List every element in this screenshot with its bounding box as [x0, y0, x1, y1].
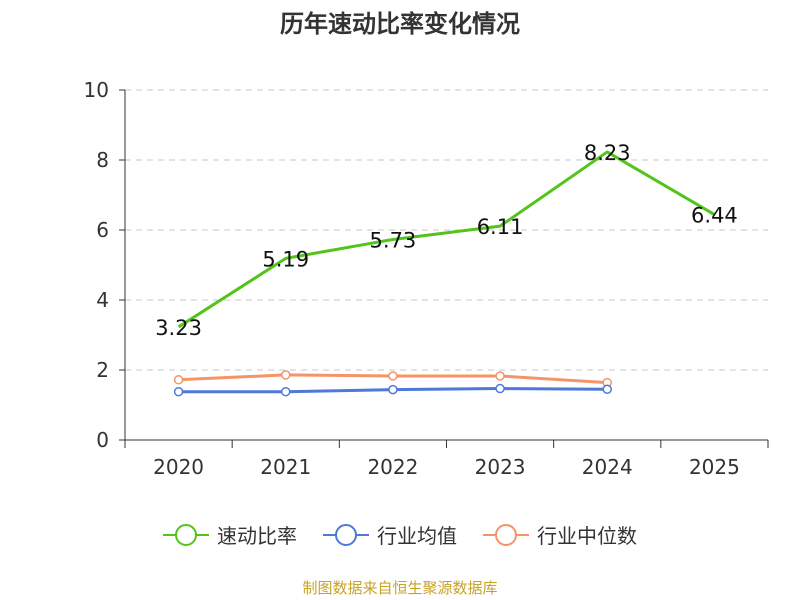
legend-label: 速动比率	[217, 524, 297, 548]
data-point	[495, 371, 505, 381]
y-tick-label: 0	[96, 428, 109, 452]
series-line-速动比率	[177, 150, 716, 329]
legend-item[interactable]: 行业中位数	[483, 520, 637, 549]
data-point	[388, 371, 398, 381]
y-tick-label: 4	[96, 288, 109, 312]
data-point	[602, 384, 612, 394]
chart-legend: 速动比率 行业均值 行业中位数	[0, 520, 800, 549]
data-source-note: 制图数据来自恒生聚源数据库	[302, 579, 498, 597]
x-tick-label: 2022	[367, 455, 418, 479]
legend-item[interactable]: 行业均值	[323, 520, 457, 549]
data-point	[281, 370, 291, 380]
data-point	[495, 383, 505, 394]
data-point	[173, 375, 184, 385]
data-point	[173, 386, 184, 397]
chart-title: 历年速动比率变化情况	[280, 10, 520, 38]
legend-item[interactable]: 速动比率	[163, 520, 297, 549]
x-tick-label: 2025	[689, 455, 740, 479]
data-label: 5.73	[370, 228, 417, 252]
y-tick-label: 8	[96, 148, 109, 172]
legend-label: 行业均值	[377, 524, 457, 548]
legend-swatch	[323, 523, 369, 546]
legend-swatch	[163, 523, 209, 546]
x-tick-label: 2024	[582, 455, 633, 479]
data-point	[281, 386, 291, 397]
data-label: 3.23	[155, 316, 202, 340]
x-tick-label: 2021	[260, 455, 311, 479]
legend-swatch	[483, 523, 529, 546]
x-tick-label: 2023	[475, 455, 526, 479]
y-tick-label: 6	[96, 218, 109, 242]
data-label: 8.23	[584, 141, 631, 165]
y-tick-label: 2	[96, 358, 109, 382]
x-tick-label: 2020	[153, 455, 204, 479]
data-label: 5.19	[262, 247, 309, 271]
data-label: 6.44	[691, 204, 738, 228]
y-tick-label: 10	[84, 78, 109, 102]
data-point	[388, 384, 398, 395]
legend-label: 行业中位数	[537, 524, 637, 548]
data-label: 6.11	[477, 215, 524, 239]
